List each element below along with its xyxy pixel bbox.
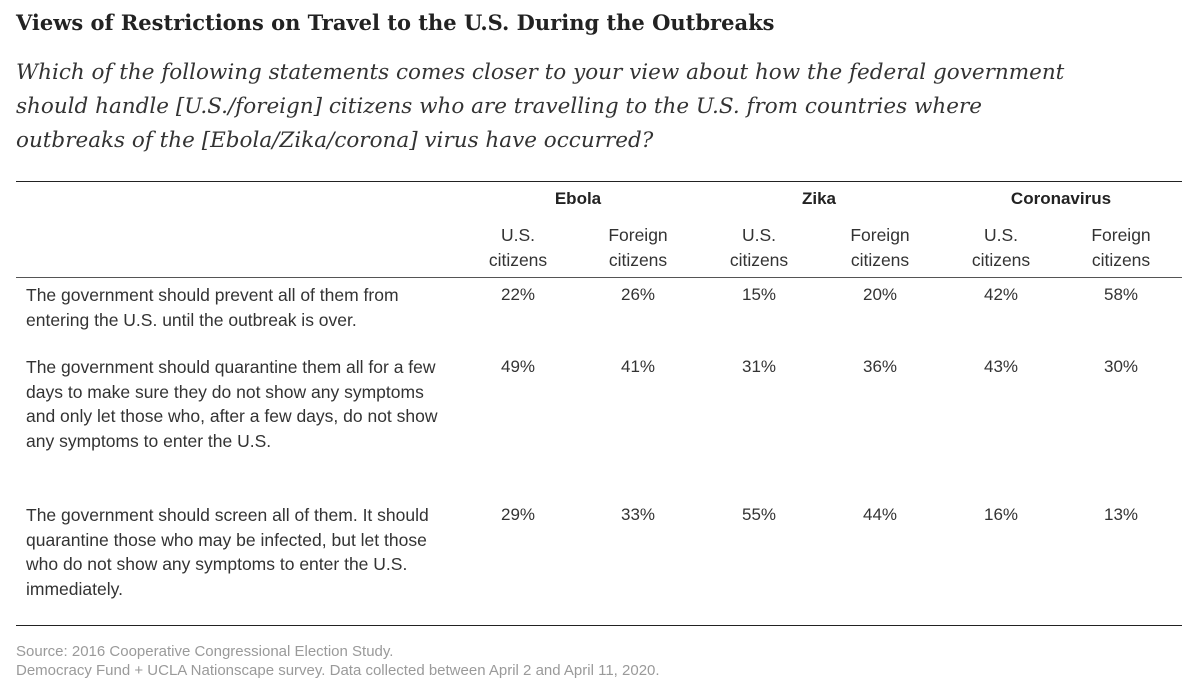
group-header-coronavirus: Coronavirus bbox=[1010, 189, 1112, 208]
source-note: Source: 2016 Cooperative Congressional E… bbox=[16, 643, 660, 679]
table-cell: 20% bbox=[862, 285, 898, 304]
column-header: U.S. citizens bbox=[488, 225, 548, 270]
row-statement: The government should screen all of them… bbox=[26, 505, 429, 599]
table-cell: 16% bbox=[983, 505, 1019, 524]
column-header: Foreign citizens bbox=[608, 225, 668, 270]
column-header: U.S. citizens bbox=[729, 225, 789, 270]
table-cell: 55% bbox=[741, 505, 777, 524]
bottom-rule bbox=[16, 625, 1182, 626]
table-cell: 43% bbox=[983, 357, 1019, 376]
table-cell: 41% bbox=[620, 357, 656, 376]
column-header: Foreign citizens bbox=[1091, 225, 1151, 270]
top-rule bbox=[16, 181, 1182, 182]
table-cell: 33% bbox=[620, 505, 656, 524]
row-statement: The government should quarantine them al… bbox=[26, 357, 438, 451]
table-cell: 58% bbox=[1103, 285, 1139, 304]
table-cell: 29% bbox=[500, 505, 536, 524]
table-cell: 44% bbox=[862, 505, 898, 524]
table-cell: 31% bbox=[741, 357, 777, 376]
table-cell: 22% bbox=[500, 285, 536, 304]
group-header-zika: Zika bbox=[801, 189, 837, 208]
column-header: Foreign citizens bbox=[850, 225, 910, 270]
table-cell: 42% bbox=[983, 285, 1019, 304]
row-statement: The government should prevent all of the… bbox=[26, 285, 399, 330]
table-cell: 26% bbox=[620, 285, 656, 304]
header-rule bbox=[16, 277, 1182, 278]
chart-subtitle: Which of the following statements comes … bbox=[16, 60, 1065, 153]
group-header-ebola: Ebola bbox=[554, 189, 602, 208]
chart-title: Views of Restrictions on Travel to the U… bbox=[16, 10, 775, 35]
table-cell: 30% bbox=[1103, 357, 1139, 376]
table-cell: 13% bbox=[1103, 505, 1139, 524]
table-cell: 49% bbox=[500, 357, 536, 376]
table-cell: 36% bbox=[862, 357, 898, 376]
table-cell: 15% bbox=[741, 285, 777, 304]
column-header: U.S. citizens bbox=[971, 225, 1031, 270]
